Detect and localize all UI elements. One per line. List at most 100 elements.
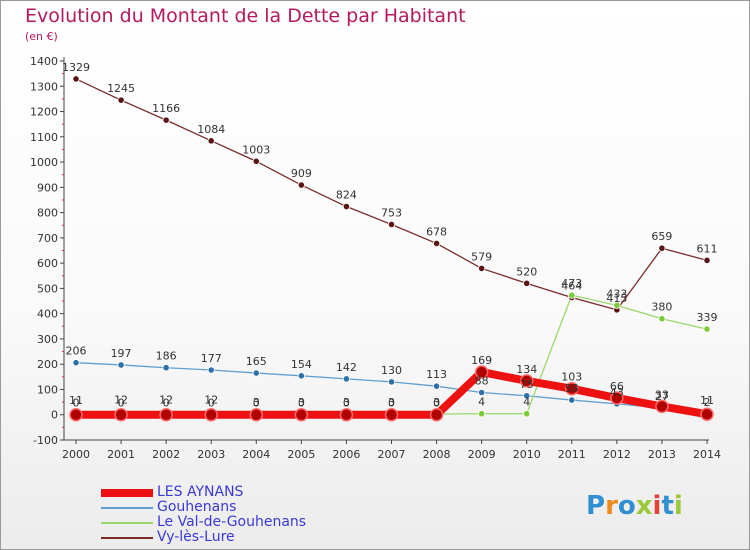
data-point	[523, 279, 531, 287]
data-point	[72, 359, 80, 367]
data-label: 2	[704, 396, 711, 409]
data-label: 659	[651, 230, 672, 243]
data-label: 0	[253, 397, 260, 410]
data-label: 1245	[107, 82, 135, 95]
data-point	[519, 374, 534, 388]
data-label: 142	[336, 361, 357, 374]
logo-letter: i	[673, 491, 683, 521]
logo-letter: r	[605, 491, 618, 521]
legend-swatch-vy-les-lure	[101, 537, 153, 539]
data-point	[658, 244, 666, 252]
data-point	[159, 407, 173, 422]
data-label: 165	[246, 355, 267, 368]
logo-letter: t	[661, 491, 674, 521]
data-point	[523, 392, 531, 400]
data-label: 678	[426, 225, 447, 238]
data-point	[478, 264, 486, 273]
x-tick-label: 2002	[152, 448, 180, 461]
data-label: 3	[343, 396, 350, 409]
data-point	[478, 388, 486, 397]
data-label: 3	[388, 396, 395, 409]
data-label: 3	[253, 396, 260, 409]
y-tick-label: 100	[37, 383, 58, 396]
data-label: 186	[156, 350, 177, 363]
data-label: 103	[561, 371, 582, 384]
y-tick-label: 1300	[30, 80, 58, 93]
data-point	[117, 361, 125, 369]
legend-label-vy-les-lure: Vy-lès-Lure	[157, 529, 235, 545]
data-point	[207, 366, 215, 374]
data-point	[342, 202, 351, 211]
data-point	[655, 399, 669, 414]
x-tick-label: 2014	[693, 448, 721, 461]
data-label: 473	[561, 277, 582, 290]
data-point	[69, 407, 83, 422]
x-tick-label: 2008	[423, 448, 451, 461]
data-point	[568, 396, 576, 404]
data-label: 3	[298, 396, 305, 409]
data-label: 0	[73, 397, 80, 410]
data-point	[117, 96, 125, 104]
data-point	[432, 382, 441, 390]
data-point	[252, 157, 260, 165]
y-tick-label: 500	[37, 282, 58, 295]
data-point	[207, 137, 215, 145]
x-tick-label: 2006	[332, 448, 360, 461]
data-label: 4	[478, 396, 485, 409]
data-point	[252, 369, 260, 377]
data-point	[658, 315, 666, 323]
data-label: 197	[111, 347, 132, 360]
data-point	[387, 378, 396, 386]
data-point	[474, 365, 489, 379]
data-point	[339, 407, 354, 422]
data-label: 415	[606, 292, 627, 305]
proxiti-logo: Proxiti	[586, 491, 683, 521]
y-tick-label: 800	[37, 207, 58, 220]
data-label: 433	[606, 287, 627, 300]
x-tick-label: 2001	[107, 448, 135, 461]
data-point	[478, 410, 486, 418]
data-label: 58	[565, 382, 579, 395]
y-tick-label: 900	[37, 181, 58, 194]
y-tick-label: 200	[37, 358, 58, 371]
y-tick-label: 400	[37, 308, 58, 321]
data-point	[429, 407, 444, 422]
data-label: 579	[471, 250, 492, 263]
y-tick-label: 1100	[30, 131, 58, 144]
data-label: 0	[343, 397, 350, 410]
data-point	[703, 256, 711, 264]
data-label: 154	[291, 358, 312, 371]
data-label: 520	[516, 265, 537, 278]
y-tick-label: 1400	[30, 55, 58, 68]
data-point	[162, 116, 170, 124]
y-tick-label: 600	[37, 257, 58, 270]
data-label: 113	[426, 368, 447, 381]
y-tick-label: 1000	[30, 156, 58, 169]
data-label: 3	[433, 396, 440, 409]
chart-subtitle: (en €)	[25, 30, 58, 43]
data-label: 0	[118, 397, 125, 410]
data-point	[432, 239, 441, 248]
data-point	[162, 364, 170, 372]
data-point	[114, 407, 128, 422]
x-tick-label: 2009	[468, 448, 496, 461]
data-label: 177	[201, 352, 222, 365]
logo-letter: i	[652, 491, 662, 521]
data-point	[703, 325, 711, 333]
data-point	[294, 407, 309, 422]
data-point	[297, 372, 305, 380]
data-label: 0	[208, 397, 215, 410]
data-label: 0	[298, 397, 305, 410]
data-point	[700, 407, 714, 421]
y-tick-label: 0	[51, 409, 58, 422]
legend-swatch-gouhenans	[101, 507, 153, 509]
data-point	[384, 407, 399, 422]
data-label: 1166	[152, 102, 180, 115]
x-tick-label: 2000	[62, 448, 90, 461]
data-label: 43	[610, 386, 624, 399]
data-point	[72, 75, 80, 83]
data-label: 464	[561, 279, 582, 292]
data-point	[523, 410, 531, 418]
